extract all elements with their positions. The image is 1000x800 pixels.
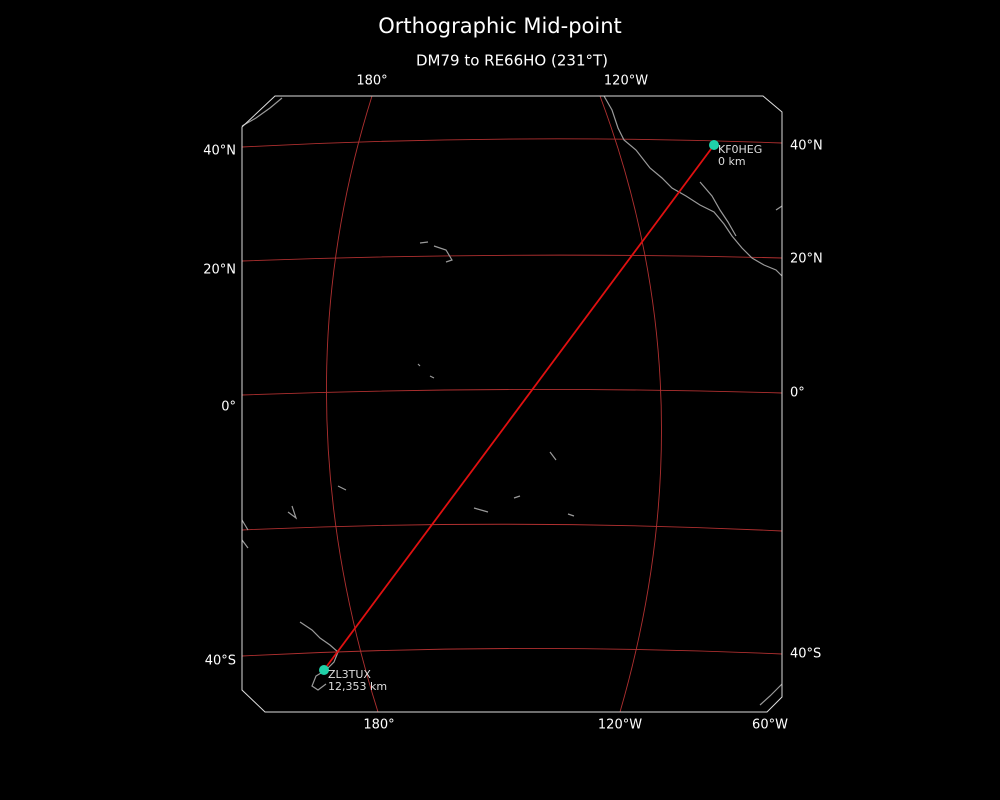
right-label: 20°N (790, 252, 823, 267)
right-label: 40°N (790, 139, 823, 154)
meridian (599, 95, 662, 713)
parallel (241, 254, 783, 262)
great-circle-path (323, 144, 715, 671)
coastline (699, 181, 737, 237)
coastline (299, 621, 339, 691)
bottom-label: 60°W (752, 718, 788, 733)
bottom-label: 180° (363, 718, 394, 733)
coastlines (241, 95, 783, 706)
station-call: ZL3TUX (328, 668, 371, 681)
coastline (603, 95, 783, 277)
parallel (241, 523, 783, 532)
station-distance: 0 km (718, 155, 746, 168)
meridian (326, 95, 379, 713)
parallel (241, 138, 783, 148)
left-label: 40°N (203, 144, 236, 159)
station-marker (709, 140, 719, 150)
right-label: 0° (790, 386, 805, 401)
left-label: 0° (221, 400, 236, 415)
coastline (241, 505, 298, 549)
coastline (241, 97, 283, 127)
right-label: 40°S (790, 647, 821, 662)
parallel (241, 648, 783, 657)
title: Orthographic Mid-point (378, 14, 622, 38)
coastline (337, 363, 575, 517)
station-call: KF0HEG (718, 143, 762, 156)
left-label: 20°N (203, 263, 236, 278)
top-label: 120°W (604, 74, 648, 89)
station-distance: 12,353 km (328, 680, 387, 693)
subtitle: DM79 to RE66HO (231°T) (416, 52, 608, 70)
station-marker (319, 665, 329, 675)
top-label: 180° (356, 74, 387, 89)
bottom-label: 120°W (598, 718, 642, 733)
parallel (241, 388, 783, 396)
coastline (759, 683, 783, 706)
coastline (419, 241, 453, 263)
map-frame (241, 95, 783, 713)
graticule (241, 95, 783, 713)
left-label: 40°S (205, 654, 236, 669)
coastline (775, 205, 783, 211)
